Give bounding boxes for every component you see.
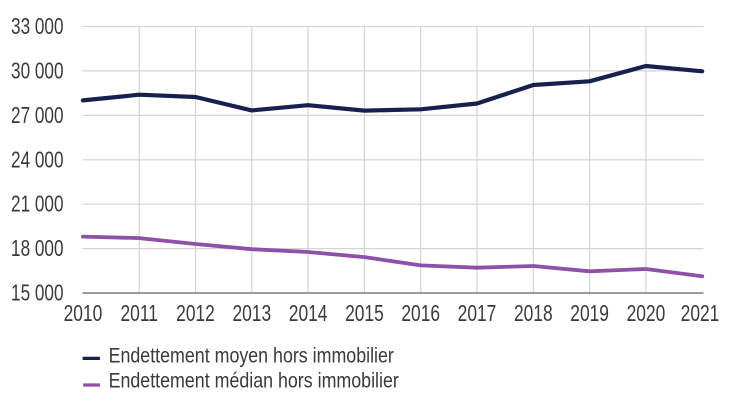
- svg-text:2020: 2020: [627, 301, 666, 327]
- svg-text:27 000: 27 000: [11, 102, 63, 128]
- svg-text:21 000: 21 000: [11, 191, 63, 217]
- svg-text:2018: 2018: [514, 301, 553, 327]
- svg-text:2021: 2021: [681, 301, 720, 327]
- svg-text:15 000: 15 000: [11, 280, 63, 306]
- svg-text:2013: 2013: [232, 301, 271, 327]
- svg-text:33 000: 33 000: [11, 13, 63, 39]
- svg-text:2019: 2019: [570, 301, 609, 327]
- svg-text:2014: 2014: [289, 301, 328, 327]
- svg-text:2017: 2017: [458, 301, 497, 327]
- svg-text:Endettement médian hors immobi: Endettement médian hors immobilier: [109, 369, 400, 393]
- svg-text:18 000: 18 000: [11, 236, 63, 262]
- svg-text:Endettement moyen hors immobil: Endettement moyen hors immobilier: [109, 344, 395, 368]
- svg-text:2016: 2016: [401, 301, 440, 327]
- svg-text:2011: 2011: [121, 301, 158, 327]
- svg-text:2015: 2015: [345, 301, 384, 327]
- svg-text:30 000: 30 000: [11, 58, 63, 84]
- svg-text:24 000: 24 000: [11, 147, 63, 173]
- svg-text:2010: 2010: [64, 301, 103, 327]
- svg-text:2012: 2012: [176, 301, 215, 327]
